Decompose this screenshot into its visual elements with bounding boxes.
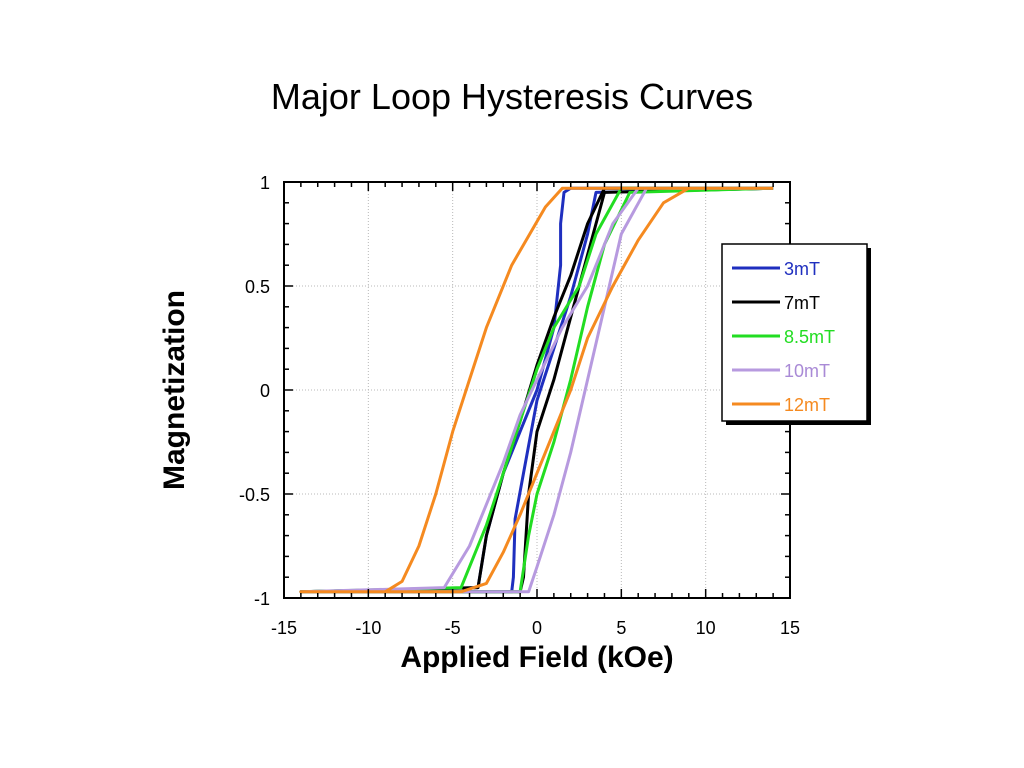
legend-label: 8.5mT xyxy=(784,327,835,347)
tick-labels: -15 -10 -5 0 5 10 15 -1 -0.5 0 0.5 1 xyxy=(239,173,800,638)
legend-label: 7mT xyxy=(784,293,820,313)
legend-label: 10mT xyxy=(784,361,830,381)
legend-box xyxy=(721,243,868,422)
x-tick-label: 10 xyxy=(696,618,716,638)
ticks xyxy=(283,181,791,599)
y-tick-label: 0.5 xyxy=(245,277,270,297)
grid xyxy=(284,182,790,598)
legend: 3mT 7mT 8.5mT 10mT 12mT xyxy=(721,243,871,425)
series-group xyxy=(299,186,774,594)
x-tick-label: 0 xyxy=(532,618,542,638)
slide-title: Major Loop Hysteresis Curves xyxy=(270,76,754,117)
y-tick-label: -1 xyxy=(254,589,270,609)
series-line-10mT xyxy=(299,186,774,594)
x-tick-label: 15 xyxy=(780,618,800,638)
x-tick-label: -5 xyxy=(445,618,461,638)
x-axis-title: Applied Field (kOe) xyxy=(400,641,673,674)
legend-label: 12mT xyxy=(784,395,830,415)
x-tick-label: 5 xyxy=(616,618,626,638)
y-tick-label: 1 xyxy=(260,173,270,193)
y-tick-label: 0 xyxy=(260,381,270,401)
y-tick-label: -0.5 xyxy=(239,485,270,505)
series-line-12mT xyxy=(299,186,774,594)
legend-label: 3mT xyxy=(784,259,820,279)
x-tick-label: -15 xyxy=(271,618,297,638)
y-axis-title: Magnetization xyxy=(158,290,191,490)
x-tick-label: -10 xyxy=(355,618,381,638)
